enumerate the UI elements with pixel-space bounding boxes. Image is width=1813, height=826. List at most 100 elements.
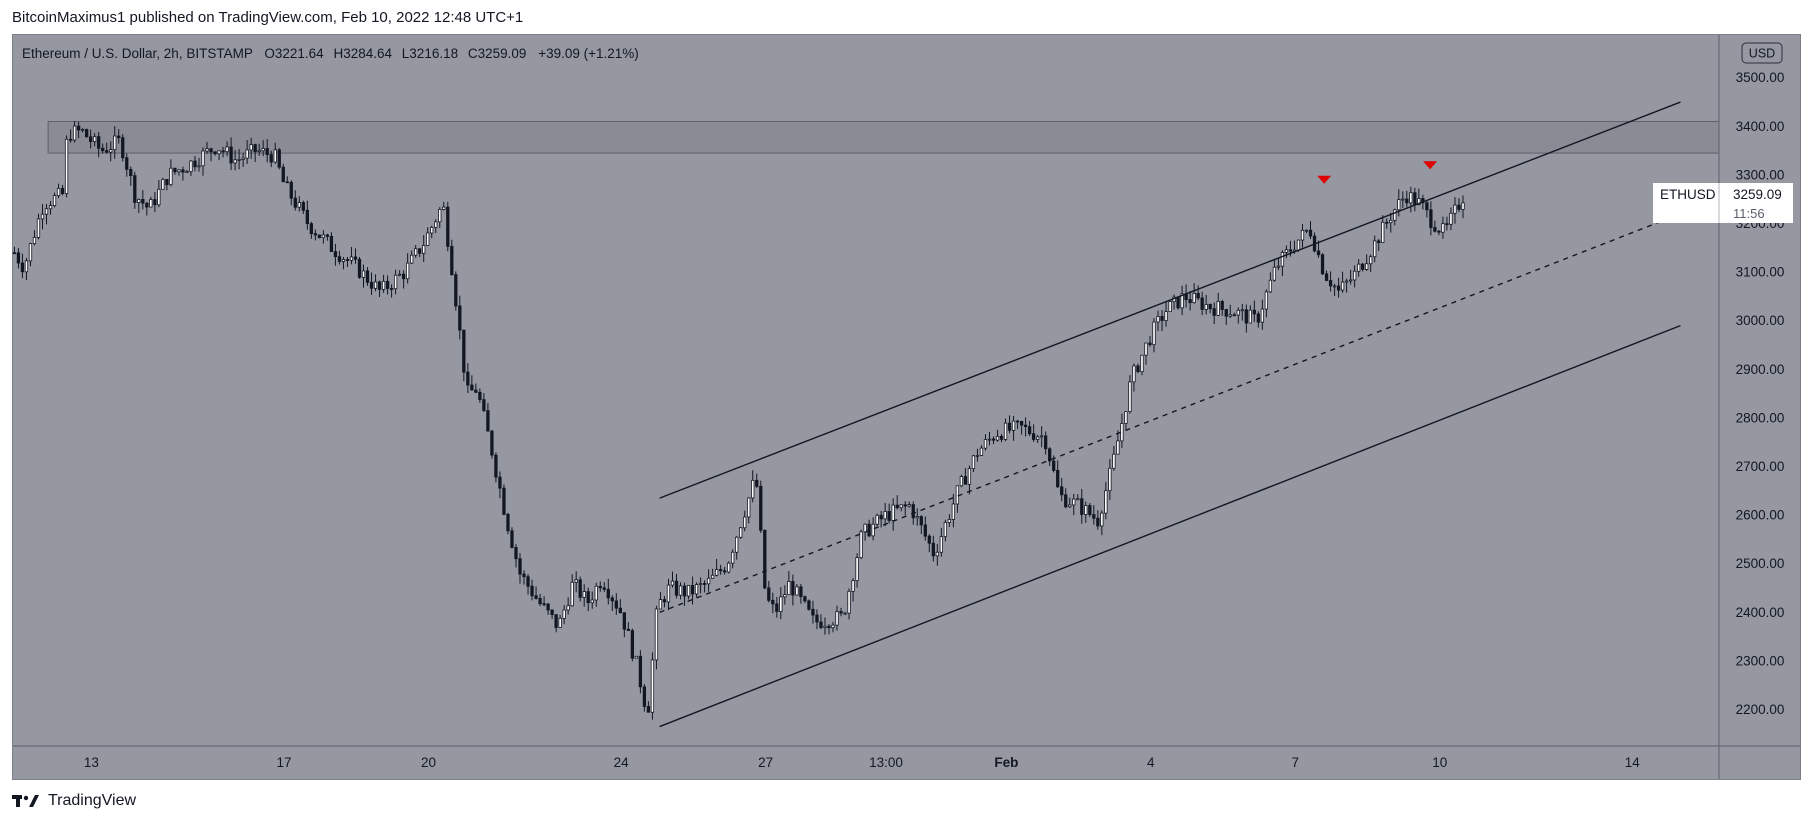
candle (84, 128, 89, 138)
candle (1284, 245, 1289, 259)
candle (638, 650, 643, 694)
candle (827, 624, 831, 635)
candle (249, 137, 253, 159)
candle (44, 203, 49, 225)
x-tick-label: Feb (994, 755, 1018, 770)
candle (1332, 283, 1337, 296)
y-tick-label: 3000.00 (1736, 313, 1785, 328)
candle (213, 151, 217, 156)
red-triangle-marker-2[interactable] (1423, 161, 1438, 170)
candle (1260, 299, 1264, 330)
candle (1328, 271, 1333, 292)
candle (903, 501, 907, 516)
candle (1148, 335, 1152, 347)
candle (422, 235, 426, 263)
candle (133, 171, 137, 209)
candle (1308, 221, 1313, 240)
channel-lower-line[interactable] (659, 324, 1681, 728)
candle (506, 512, 510, 535)
candle (24, 257, 29, 281)
candle (1060, 477, 1064, 502)
candle (209, 147, 213, 162)
candle (598, 581, 602, 592)
channel-lines-layer (659, 101, 1681, 728)
candle (285, 176, 289, 184)
candle (1068, 497, 1072, 508)
candle (502, 484, 506, 516)
candle (265, 139, 269, 163)
candle (1409, 186, 1413, 213)
candle (217, 150, 221, 161)
candle (458, 295, 462, 340)
attribution-text: BitcoinMaximus1 published on TradingView… (12, 9, 524, 26)
channel-upper-line[interactable] (659, 101, 1681, 499)
candle (823, 617, 827, 635)
candle (1385, 218, 1389, 229)
candle (851, 578, 855, 602)
candle (1445, 216, 1449, 231)
brand-name: TradingView (48, 792, 137, 809)
candle (1365, 254, 1369, 271)
candle (257, 143, 261, 156)
red-triangle-marker-1[interactable] (1317, 175, 1332, 184)
candle (1160, 310, 1164, 332)
close-label: C (468, 46, 478, 61)
candle (919, 515, 923, 535)
time-axis-area[interactable] (12, 746, 1801, 780)
x-tick-label: 24 (614, 755, 630, 770)
candle (1212, 302, 1216, 325)
candle (943, 519, 947, 542)
candle (795, 584, 799, 596)
candle (153, 192, 157, 213)
candle (550, 609, 554, 619)
candle (221, 146, 225, 158)
candle (646, 701, 651, 713)
candle (1348, 269, 1353, 285)
candle (241, 152, 245, 167)
candle (161, 177, 165, 190)
candle (329, 232, 334, 253)
last-price-label: ETHUSD 3259.09 11:56 (1653, 183, 1793, 223)
candle (678, 582, 683, 600)
channel-middle-dashed-line[interactable] (659, 213, 1681, 614)
candle (963, 468, 968, 485)
candle (434, 219, 438, 233)
candle (959, 474, 964, 488)
tradingview-brand[interactable]: TradingView (12, 792, 136, 810)
candle (454, 271, 458, 311)
candle (602, 582, 606, 592)
candle (281, 163, 285, 183)
candle (1204, 294, 1208, 315)
candle (1393, 208, 1397, 226)
candle (771, 592, 775, 614)
y-tick-label: 2700.00 (1736, 459, 1785, 474)
candle (369, 272, 374, 295)
x-tick-label: 7 (1292, 755, 1300, 770)
currency-button[interactable]: USD (1741, 42, 1783, 64)
candle (1336, 277, 1341, 298)
candle (273, 142, 277, 164)
candle (1116, 430, 1120, 455)
x-tick-label: 27 (758, 755, 773, 770)
candle (193, 155, 197, 172)
candle (767, 580, 771, 603)
candle (686, 585, 691, 600)
y-tick-label: 2200.00 (1736, 702, 1785, 717)
price-axis-area[interactable] (1719, 34, 1801, 746)
candle (835, 605, 839, 631)
candle (89, 129, 93, 149)
candle (1168, 301, 1172, 313)
candle (1040, 426, 1044, 448)
candle (237, 149, 241, 170)
candle (939, 527, 943, 557)
candle (373, 274, 378, 292)
change-value: +39.09 (+1.21%) (538, 46, 639, 61)
candle (309, 221, 313, 239)
candle (674, 573, 679, 599)
candle (682, 582, 687, 606)
candle (490, 429, 494, 459)
candle (718, 564, 723, 575)
candle (410, 250, 414, 265)
candle (626, 622, 630, 631)
